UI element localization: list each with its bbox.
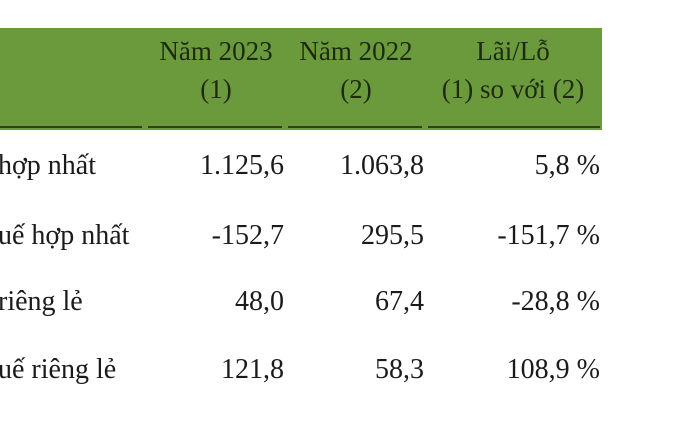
value-2023: 121,8 bbox=[221, 354, 284, 385]
value-change: -151,7 % bbox=[497, 220, 600, 251]
column-header-change-subtitle: (1) so với (2) bbox=[441, 74, 585, 104]
row-label: uế riêng lẻ bbox=[0, 354, 117, 385]
table-header-band bbox=[0, 28, 602, 130]
column-header-change-title: Lãi/Lỗ bbox=[476, 36, 550, 66]
value-2022: 1.063,8 bbox=[340, 150, 424, 181]
header-divider-2022 bbox=[288, 126, 422, 128]
value-2023: 48,0 bbox=[235, 286, 284, 317]
table-row: hợp nhất 1.125,6 1.063,8 5,8 % bbox=[0, 146, 602, 186]
column-header-2022-index: (2) bbox=[340, 74, 372, 104]
column-header-2023: Năm 2023 (1) bbox=[146, 32, 286, 108]
row-label: hợp nhất bbox=[0, 150, 97, 181]
table-row: riêng lẻ 48,0 67,4 -28,8 % bbox=[0, 282, 602, 322]
column-header-2022: Năm 2022 (2) bbox=[286, 32, 426, 108]
value-2022: 295,5 bbox=[361, 220, 424, 251]
value-2022: 58,3 bbox=[375, 354, 424, 385]
header-divider-change bbox=[428, 126, 600, 128]
value-2023: 1.125,6 bbox=[200, 150, 284, 181]
value-change: 108,9 % bbox=[506, 354, 600, 385]
column-header-2023-title: Năm 2023 bbox=[159, 36, 273, 66]
table-row: uế hợp nhất -152,7 295,5 -151,7 % bbox=[0, 216, 602, 256]
header-divider-2023 bbox=[148, 126, 282, 128]
column-header-change: Lãi/Lỗ (1) so với (2) bbox=[426, 32, 600, 108]
value-change: -28,8 % bbox=[511, 286, 600, 317]
header-divider-label bbox=[0, 126, 142, 128]
row-label: riêng lẻ bbox=[0, 286, 83, 317]
value-2022: 67,4 bbox=[375, 286, 424, 317]
column-header-2022-title: Năm 2022 bbox=[299, 36, 413, 66]
column-header-2023-index: (1) bbox=[200, 74, 232, 104]
table-row: uế riêng lẻ 121,8 58,3 108,9 % bbox=[0, 350, 602, 390]
row-label: uế hợp nhất bbox=[0, 220, 130, 251]
value-2023: -152,7 bbox=[211, 220, 284, 251]
value-change: 5,8 % bbox=[534, 150, 600, 181]
